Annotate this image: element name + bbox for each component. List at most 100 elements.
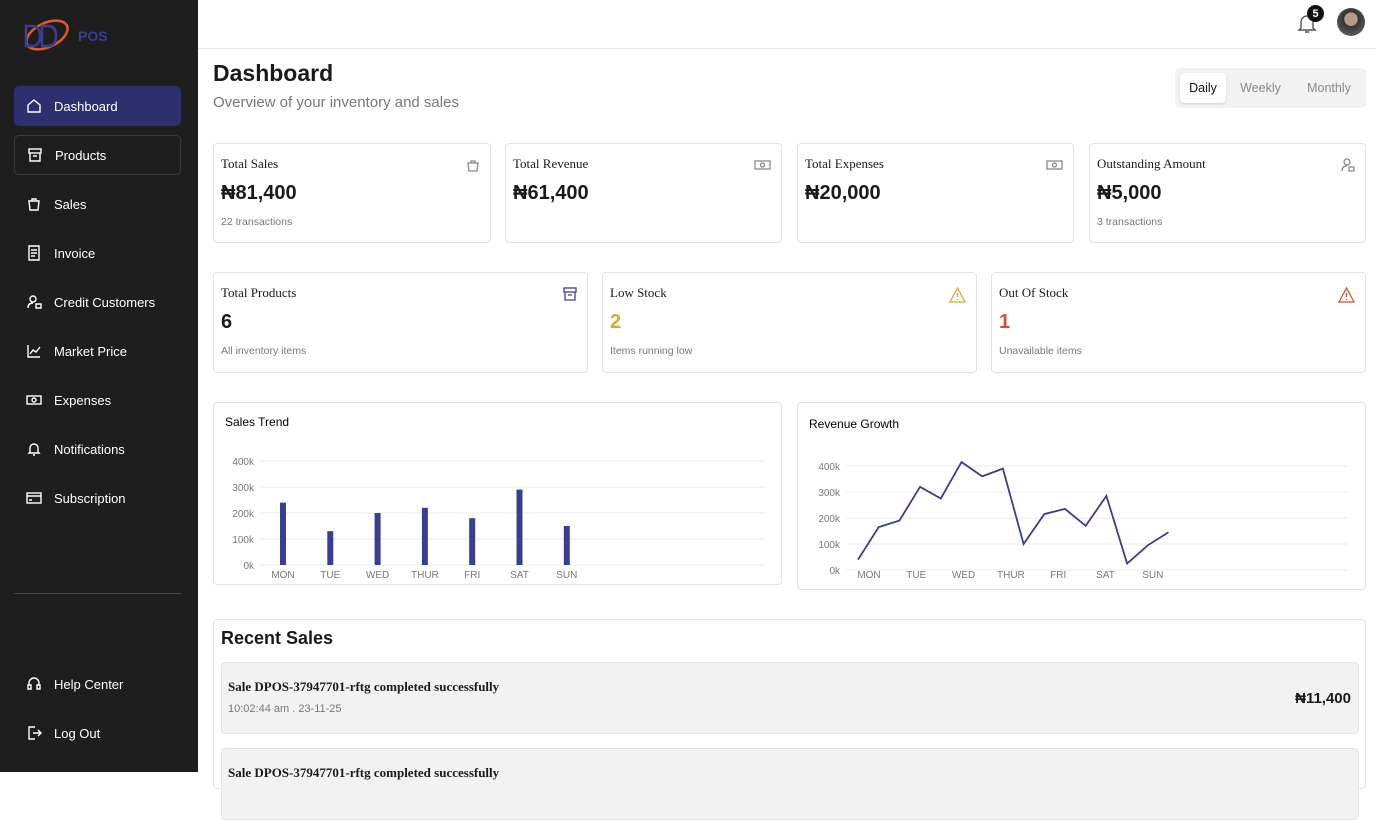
- nav-label: Invoice: [54, 245, 96, 261]
- nav-label: Credit Customers: [54, 294, 156, 310]
- stat-label: Outstanding Amount: [1097, 156, 1206, 171]
- nav-label: Dashboard: [54, 98, 118, 114]
- nav-item[interactable]: Products: [14, 135, 181, 175]
- icon: [563, 287, 577, 301]
- nav-item[interactable]: Market Price: [14, 331, 181, 371]
- bar: [516, 489, 523, 565]
- bar: [469, 518, 476, 565]
- nav-label: Market Price: [54, 343, 127, 359]
- nav-item[interactable]: Subscription: [14, 478, 181, 518]
- page-subtitle: Overview of your inventory and sales: [213, 94, 459, 111]
- nav-label: Expenses: [54, 392, 112, 408]
- stat-card: Outstanding Amount ₦5,000 3 transactions: [1089, 143, 1366, 243]
- bar: [327, 531, 334, 565]
- x-tick-label: MON: [857, 570, 880, 581]
- chart-title: Revenue Growth: [809, 417, 899, 431]
- x-tick-label: FRI: [464, 570, 480, 581]
- stat-value: ₦20,000: [805, 182, 881, 204]
- divider: [14, 593, 181, 594]
- icon: [467, 160, 479, 172]
- icon: [1338, 287, 1355, 303]
- avatar[interactable]: [1337, 8, 1365, 36]
- x-tick-label: WED: [952, 570, 975, 581]
- stat-value: ₦81,400: [221, 182, 297, 204]
- x-tick-label: TUE: [320, 570, 340, 581]
- tab[interactable]: Daily: [1180, 73, 1226, 103]
- x-tick-label: SUN: [556, 570, 577, 581]
- x-tick-label: MON: [271, 570, 294, 581]
- x-tick-label: SAT: [510, 570, 529, 581]
- page-title: Dashboard: [213, 60, 334, 86]
- bar: [563, 526, 570, 565]
- stat-card: Total Sales ₦81,400 22 transactions: [213, 143, 491, 243]
- x-tick-label: THUR: [411, 570, 439, 581]
- nav-item[interactable]: Credit Customers: [14, 282, 181, 322]
- bar: [374, 513, 381, 565]
- brand: POS: [78, 28, 108, 44]
- y-tick-label: 200k: [232, 509, 255, 520]
- nav-item[interactable]: Dashboard: [14, 86, 181, 126]
- icon: [1341, 158, 1355, 172]
- sale-item[interactable]: Sale DPOS-37947701-rftg completed succes…: [221, 748, 1359, 820]
- header-border: [198, 48, 1376, 49]
- sale-amount: ₦11,400: [1295, 690, 1351, 707]
- stat-value: 2: [610, 311, 622, 333]
- nav-label: Sales: [54, 196, 87, 212]
- notification-badge: 5: [1307, 5, 1324, 22]
- stat-note: 22 transactions: [221, 216, 293, 228]
- nav-label: Log Out: [54, 725, 101, 741]
- stat-note: 3 transactions: [1097, 216, 1163, 228]
- stat-card: Total Expenses ₦20,000: [797, 143, 1074, 243]
- line: [857, 460, 1169, 566]
- sidebar: POS Dashboard Products Sales Invoice Cre…: [0, 0, 198, 772]
- y-tick-label: 300k: [818, 488, 841, 499]
- logout-link[interactable]: Log Out: [14, 713, 181, 753]
- tab[interactable]: Weekly: [1240, 81, 1281, 95]
- sale-item[interactable]: Sale DPOS-37947701-rftg completed succes…: [221, 662, 1359, 734]
- stat-card: Out Of Stock 1 Unavailable items: [991, 272, 1366, 373]
- stat-card: Total Products 6 All inventory items: [213, 272, 588, 373]
- nav-item[interactable]: Sales: [14, 184, 181, 224]
- y-tick-label: 200k: [818, 514, 841, 525]
- x-tick-label: WED: [366, 570, 389, 581]
- stat-card: Low Stock 2 Items running low: [602, 272, 977, 373]
- stat-note: Unavailable items: [999, 345, 1082, 357]
- icon: [754, 160, 771, 170]
- x-tick-label: TUE: [906, 570, 926, 581]
- stat-label: Total Revenue: [513, 156, 589, 171]
- icon: [1046, 160, 1063, 170]
- bar: [421, 507, 428, 565]
- x-tick-label: SAT: [1096, 570, 1115, 581]
- icon: [949, 287, 966, 303]
- stat-note: All inventory items: [221, 345, 307, 357]
- period-tabs: Daily Weekly Monthly: [1175, 68, 1366, 108]
- stat-label: Total Expenses: [805, 156, 884, 171]
- recent-sales: Recent Sales Sale DPOS-37947701-rftg com…: [213, 619, 1366, 820]
- tab[interactable]: Monthly: [1307, 81, 1351, 95]
- x-tick-label: SUN: [1142, 570, 1163, 581]
- stat-value: ₦5,000: [1097, 182, 1162, 204]
- chart-title: Sales Trend: [225, 415, 289, 429]
- y-tick-label: 400k: [818, 462, 841, 473]
- stat-label: Total Sales: [221, 156, 279, 171]
- nav-item[interactable]: Expenses: [14, 380, 181, 420]
- nav-label: Notifications: [54, 441, 125, 457]
- nav-label: Products: [55, 147, 107, 163]
- sale-title: Sale DPOS-37947701-rftg completed succes…: [228, 765, 500, 780]
- nav-label: Help Center: [54, 676, 124, 692]
- stat-label: Out Of Stock: [999, 285, 1069, 300]
- stat-value: 6: [221, 311, 233, 333]
- nav-item[interactable]: Notifications: [14, 429, 181, 469]
- y-tick-label: 400k: [232, 457, 255, 468]
- y-tick-label: 100k: [232, 535, 255, 546]
- nav-item[interactable]: Invoice: [14, 233, 181, 273]
- help-link[interactable]: Help Center: [14, 664, 181, 704]
- section-title: Recent Sales: [221, 628, 334, 648]
- y-tick-label: 0k: [829, 566, 841, 577]
- bar: [280, 502, 286, 565]
- stat-label: Total Products: [221, 285, 297, 300]
- logo[interactable]: [22, 16, 72, 54]
- stat-value: 1: [999, 311, 1011, 333]
- x-tick-label: THUR: [997, 570, 1025, 581]
